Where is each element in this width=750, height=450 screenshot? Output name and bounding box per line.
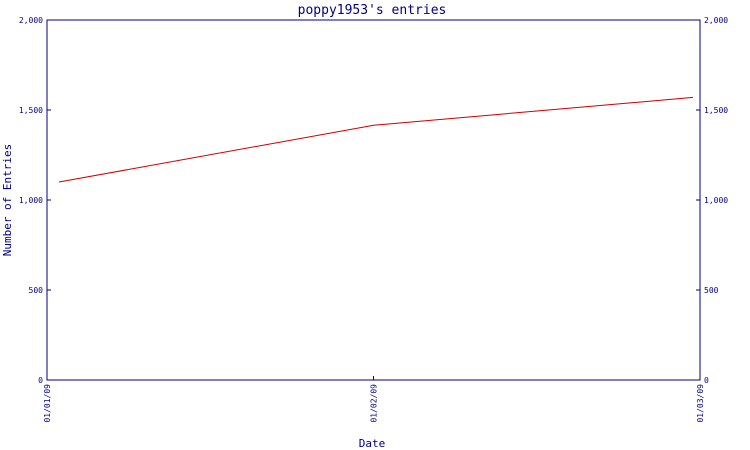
y-axis-label: Number of Entries <box>1 144 14 257</box>
x-tick-label: 01/02/09 <box>370 384 379 423</box>
x-tick-label: 01/01/09 <box>43 384 52 423</box>
y-tick-label-right: 1,000 <box>704 196 728 205</box>
y-tick-label-left: 1,000 <box>19 196 43 205</box>
series-line <box>58 96 694 183</box>
series-group <box>58 96 694 183</box>
y-axis-right: 0 500 1,000 1,500 2,000 <box>696 16 728 385</box>
y-tick-label-right: 1,500 <box>704 106 728 115</box>
y-axis-left: 0 500 1,000 1,500 2,000 <box>19 16 51 385</box>
y-tick-label-right: 0 <box>704 376 709 385</box>
chart-title: poppy1953's entries <box>298 3 447 18</box>
x-axis-label: Date <box>359 437 386 450</box>
x-tick-label: 01/03/09 <box>696 384 705 423</box>
y-tick-label-left: 2,000 <box>19 16 43 25</box>
y-tick-label-right: 500 <box>704 286 719 295</box>
plot-frame <box>46 19 701 381</box>
y-tick-label-left: 0 <box>38 376 43 385</box>
y-tick-label-left: 1,500 <box>19 106 43 115</box>
x-axis: 01/01/09 01/02/09 01/03/09 <box>43 376 705 423</box>
y-tick-label-right: 2,000 <box>704 16 728 25</box>
y-tick-label-left: 500 <box>29 286 44 295</box>
